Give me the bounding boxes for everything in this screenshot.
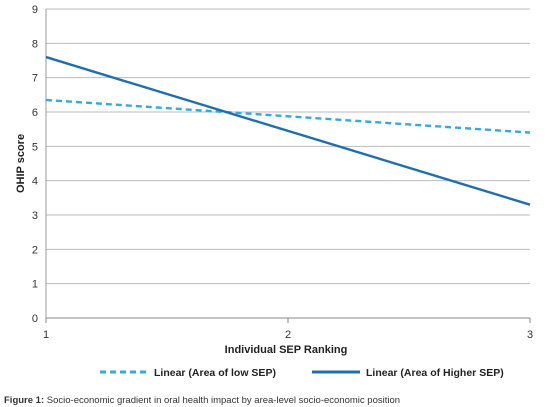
y-tick-label: 0 bbox=[32, 313, 38, 325]
gridlines bbox=[46, 8, 530, 319]
y-tick-label: 9 bbox=[32, 4, 38, 16]
y-tick-label: 1 bbox=[32, 279, 38, 291]
y-tick-label: 5 bbox=[32, 141, 38, 153]
x-tick-label: 2 bbox=[285, 329, 291, 341]
figure-caption-text: Socio-economic gradient in oral health i… bbox=[44, 395, 401, 406]
series-line bbox=[45, 55, 531, 206]
figure-label: Figure 1: bbox=[4, 395, 45, 406]
x-axis-title: Individual SEP Ranking bbox=[225, 344, 348, 356]
y-tick-labels: 0 1 2 3 4 5 6 7 8 9 bbox=[32, 4, 38, 325]
y-tick-label: 2 bbox=[32, 244, 38, 256]
y-tick-label: 4 bbox=[32, 176, 38, 188]
x-tick-label: 3 bbox=[527, 329, 533, 341]
y-tick-label: 6 bbox=[32, 107, 38, 119]
y-tick-label: 7 bbox=[32, 73, 38, 85]
series-line bbox=[45, 98, 531, 134]
figure-caption: Figure 1: Socio-economic gradient in ora… bbox=[4, 395, 400, 406]
y-tick-label: 3 bbox=[32, 210, 38, 222]
y-axis-title: OHIP score bbox=[15, 134, 27, 193]
legend-label: Linear (Area of low SEP) bbox=[154, 367, 276, 379]
x-tick-labels: 1 2 3 bbox=[43, 318, 533, 341]
y-tick-label: 8 bbox=[32, 38, 38, 50]
series-lines bbox=[45, 55, 531, 206]
legend-label: Linear (Area of Higher SEP) bbox=[366, 367, 504, 379]
x-tick-label: 1 bbox=[43, 329, 49, 341]
legend: Linear (Area of low SEP) Linear (Area of … bbox=[100, 367, 504, 379]
